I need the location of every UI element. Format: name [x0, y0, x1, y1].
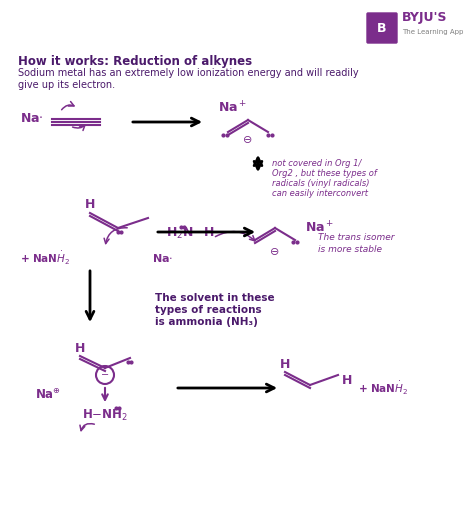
Text: Na$^+$: Na$^+$	[305, 220, 334, 236]
Text: types of reactions: types of reactions	[155, 305, 262, 315]
Text: The trans isomer: The trans isomer	[318, 234, 394, 242]
Text: BYJU'S: BYJU'S	[402, 12, 447, 24]
Text: H: H	[85, 199, 95, 211]
Text: Na$^+$: Na$^+$	[218, 101, 247, 116]
Text: H: H	[75, 341, 85, 355]
Text: is ammonia (NH₃): is ammonia (NH₃)	[155, 317, 258, 327]
Text: + NaN$\dot{H}_2$: + NaN$\dot{H}_2$	[358, 379, 409, 397]
FancyBboxPatch shape	[367, 13, 397, 43]
Text: H: H	[280, 359, 290, 371]
Text: H$-$NH$_2$: H$-$NH$_2$	[82, 407, 128, 423]
Text: B: B	[377, 21, 387, 35]
Text: is more stable: is more stable	[318, 245, 382, 255]
Text: ⊖: ⊖	[270, 247, 280, 257]
Text: + NaN$\dot{H}_2$: + NaN$\dot{H}_2$	[20, 249, 71, 267]
Text: radicals (vinyl radicals): radicals (vinyl radicals)	[272, 178, 370, 187]
Text: −: −	[101, 370, 109, 380]
Text: H$_2$N$-$H: H$_2$N$-$H	[165, 226, 214, 241]
Text: can easily interconvert: can easily interconvert	[272, 188, 368, 198]
Text: give up its electron.: give up its electron.	[18, 80, 115, 90]
Text: Na$\cdot$: Na$\cdot$	[20, 111, 44, 124]
Text: H: H	[342, 373, 352, 387]
Text: The Learning App: The Learning App	[402, 29, 464, 35]
Text: Na$\cdot$: Na$\cdot$	[152, 252, 173, 264]
Text: Sodium metal has an extremely low ionization energy and will readily: Sodium metal has an extremely low ioniza…	[18, 68, 359, 78]
Text: Org2 , but these types of: Org2 , but these types of	[272, 169, 377, 177]
Text: How it works: Reduction of alkynes: How it works: Reduction of alkynes	[18, 55, 252, 68]
Text: Na$^{\oplus}$: Na$^{\oplus}$	[35, 388, 61, 402]
Text: ⊖: ⊖	[243, 135, 253, 145]
Text: The solvent in these: The solvent in these	[155, 293, 274, 303]
Text: not covered in Org 1/: not covered in Org 1/	[272, 158, 361, 168]
